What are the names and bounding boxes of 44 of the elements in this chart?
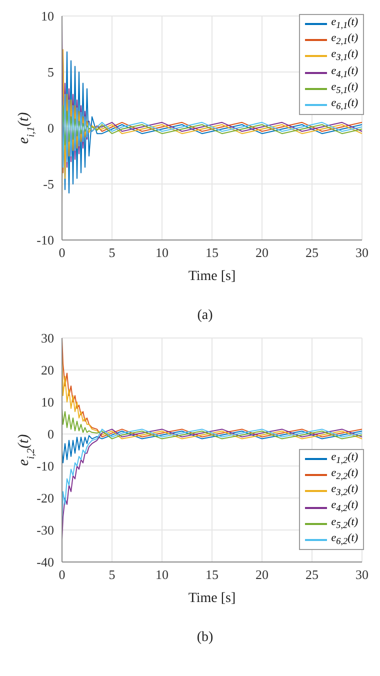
y-tick-label: 5 [48, 64, 54, 80]
x-tick-label: 20 [256, 245, 268, 260]
x-tick-label: 20 [256, 567, 268, 582]
x-tick-label: 5 [108, 567, 116, 582]
x-tick-label: 25 [306, 567, 318, 582]
legend-label: e$_{1,1}$(t) [331, 16, 358, 30]
y-tick-label: 10 [41, 394, 54, 410]
y-tick-label: 30 [41, 330, 54, 346]
y-tick-label: -40 [36, 554, 54, 570]
legend-label: e$_{5,2}$(t) [331, 516, 358, 530]
x-tick-label: 10 [156, 245, 168, 260]
line-series [62, 430, 362, 464]
text: (a) [196, 308, 214, 324]
legend-label: e$_{4,1}$(t) [331, 64, 358, 79]
legend-label: e$_{5,1}$(t) [331, 80, 358, 95]
x-tick-label: 0 [58, 245, 66, 260]
x-tick-label: 15 [206, 245, 218, 260]
x-tick-label: 0 [58, 567, 66, 582]
legend-label: e$_{3,1}$(t) [331, 48, 358, 63]
y-tick-label: 20 [41, 362, 54, 378]
y-tick-label: 10 [41, 8, 54, 24]
x-tick-label: 5 [108, 245, 116, 260]
y-tick-label: -10 [36, 458, 54, 474]
y-tick-label: -5 [43, 176, 54, 192]
y-tick-label: 0 [48, 120, 54, 136]
legend-label: e$_{2,1}$(t) [331, 32, 358, 46]
legend-label: e$_{6,1}$(t) [331, 96, 358, 112]
x-tick-label: 30 [356, 567, 368, 582]
x-tick-label: 15 [206, 567, 218, 582]
y-tick-label: -10 [36, 232, 54, 248]
x-axis-title: Time [s] [188, 591, 236, 606]
y-tick-label: -20 [36, 490, 54, 506]
text: (b) [196, 630, 214, 646]
legend-label: e$_{3,2}$(t) [331, 483, 358, 498]
legend-label: e$_{2,2}$(t) [331, 467, 358, 482]
x-tick-label: 30 [356, 245, 368, 260]
x-axis-title: Time [s] [188, 269, 236, 284]
legend-label: e$_{4,2}$(t) [331, 499, 358, 514]
y-tick-label: -30 [36, 522, 54, 538]
x-tick-label: 25 [306, 245, 318, 260]
legend-label: e$_{6,2}$(t) [331, 532, 358, 546]
x-tick-label: 10 [156, 567, 168, 582]
legend-label: e$_{1,2}$(t) [331, 450, 358, 466]
y-tick-label: 0 [48, 426, 54, 442]
